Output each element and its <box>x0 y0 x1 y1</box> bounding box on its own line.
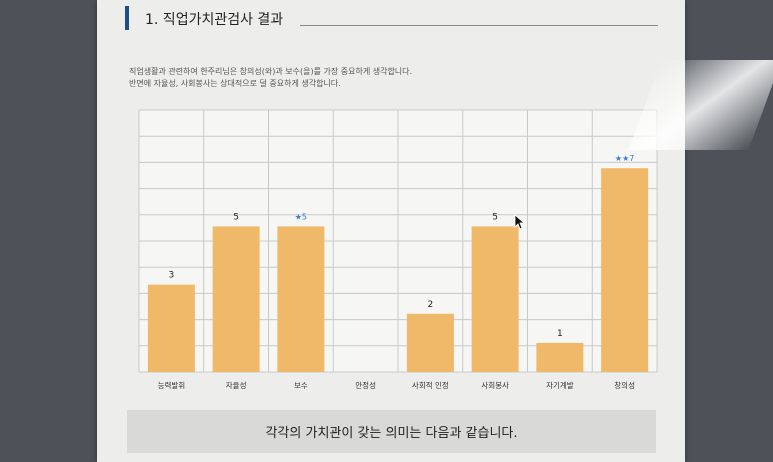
x-tick-label: 능력발휘 <box>158 381 186 390</box>
bar <box>471 226 519 372</box>
x-tick-label: 자율성 <box>226 381 247 390</box>
mouse-cursor-icon <box>514 214 526 230</box>
banner-text: 각각의 가치관이 갖는 의미는 다음과 같습니다. <box>265 426 518 441</box>
x-tick-label: 사회봉사 <box>481 381 509 390</box>
bar <box>147 284 195 372</box>
data-label: ★★7 <box>615 154 634 163</box>
data-label: 1 <box>557 329 563 339</box>
x-tick-label: 자기계발 <box>546 380 574 390</box>
bar <box>601 168 649 372</box>
value-bar-chart: 3 능력발휘 5 자율성 ★5 보수 안정성 2 사회적 인정 5 사회봉사 1 자기계발 ★★7 창의성 <box>138 109 658 390</box>
bar <box>212 226 260 372</box>
section-title: 1. 직업가치관검사 결과 <box>145 12 284 28</box>
bar <box>406 313 454 372</box>
data-label: 3 <box>169 271 175 281</box>
section-marker <box>125 6 129 30</box>
x-tick-label: 창의성 <box>614 380 635 390</box>
x-tick-label: 사회적 인정 <box>412 380 449 390</box>
description-line-2: 반면에 자율성, 사회봉사는 상대적으로 덜 중요하게 생각합니다. <box>129 79 341 88</box>
data-label: 2 <box>428 300 434 310</box>
x-tick-label: 보수 <box>294 381 308 390</box>
description-line-1: 직업생활과 관련하여 한주리님은 창의성(와)과 보수(을)를 가장 중요하게 … <box>129 67 413 76</box>
meaning-banner: 각각의 가치관이 갖는 의미는 다음과 같습니다. <box>127 410 656 453</box>
x-tick-label: 안정성 <box>355 380 376 390</box>
data-label: 5 <box>492 212 498 222</box>
data-label: 5 <box>233 212 239 222</box>
bar <box>536 342 584 372</box>
title-divider <box>300 25 658 26</box>
data-label: ★5 <box>295 212 307 221</box>
bar <box>277 226 325 372</box>
report-page: 1. 직업가치관검사 결과 직업생활과 관련하여 한주리님은 창의성(와)과 보… <box>97 0 773 462</box>
